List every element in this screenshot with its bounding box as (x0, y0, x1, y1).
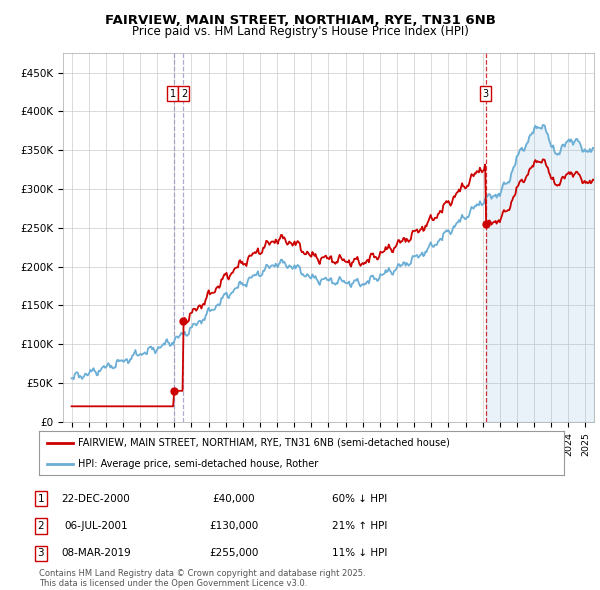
Text: 2: 2 (181, 88, 187, 99)
Text: 2: 2 (37, 522, 44, 531)
Text: HPI: Average price, semi-detached house, Rother: HPI: Average price, semi-detached house,… (79, 459, 319, 469)
Text: 22-DEC-2000: 22-DEC-2000 (62, 494, 130, 503)
Text: 21% ↑ HPI: 21% ↑ HPI (332, 522, 388, 531)
Text: 1: 1 (170, 88, 176, 99)
Text: Price paid vs. HM Land Registry's House Price Index (HPI): Price paid vs. HM Land Registry's House … (131, 25, 469, 38)
Text: £255,000: £255,000 (209, 549, 259, 558)
Text: FAIRVIEW, MAIN STREET, NORTHIAM, RYE, TN31 6NB (semi-detached house): FAIRVIEW, MAIN STREET, NORTHIAM, RYE, TN… (79, 438, 450, 448)
Text: £40,000: £40,000 (212, 494, 256, 503)
Text: FAIRVIEW, MAIN STREET, NORTHIAM, RYE, TN31 6NB: FAIRVIEW, MAIN STREET, NORTHIAM, RYE, TN… (104, 14, 496, 27)
Text: 11% ↓ HPI: 11% ↓ HPI (332, 549, 388, 558)
Text: 3: 3 (37, 549, 44, 558)
Text: 60% ↓ HPI: 60% ↓ HPI (332, 494, 388, 503)
Text: 06-JUL-2001: 06-JUL-2001 (64, 522, 128, 531)
Text: £130,000: £130,000 (209, 522, 259, 531)
Text: Contains HM Land Registry data © Crown copyright and database right 2025.
This d: Contains HM Land Registry data © Crown c… (39, 569, 365, 588)
Text: 1: 1 (37, 494, 44, 503)
Text: 08-MAR-2019: 08-MAR-2019 (61, 549, 131, 558)
Text: 3: 3 (482, 88, 489, 99)
